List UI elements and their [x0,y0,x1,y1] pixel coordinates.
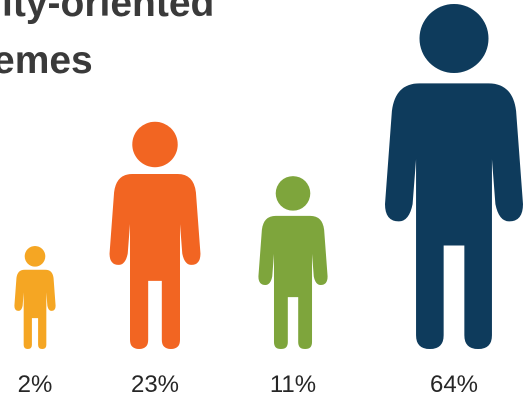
value-label-4: 64% [430,371,478,398]
person-figure-2 [109,121,201,350]
value-label-1: 2% [18,371,53,398]
person-figure-3 [258,176,328,349]
chart-title-line-2: emes [0,39,93,82]
person-figure-4 [385,4,523,349]
value-label-3: 11% [270,371,316,398]
chart-title-line-1: ity-oriented [2,0,215,25]
person-figure-1 [14,246,56,349]
value-label-2: 23% [131,371,179,398]
